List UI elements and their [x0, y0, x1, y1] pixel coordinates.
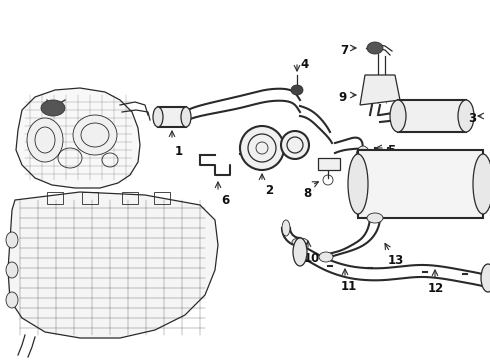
Ellipse shape — [153, 107, 163, 127]
Ellipse shape — [41, 100, 65, 116]
Ellipse shape — [6, 232, 18, 248]
Text: 4: 4 — [300, 58, 308, 71]
Ellipse shape — [292, 238, 308, 246]
Text: 6: 6 — [221, 194, 229, 207]
Bar — [358, 150, 483, 218]
Ellipse shape — [481, 264, 490, 292]
Ellipse shape — [282, 220, 290, 236]
Text: 5: 5 — [387, 144, 395, 157]
Ellipse shape — [73, 115, 117, 155]
Ellipse shape — [6, 262, 18, 278]
Ellipse shape — [348, 154, 368, 214]
Bar — [154, 192, 170, 204]
Ellipse shape — [291, 85, 303, 95]
Bar — [318, 158, 340, 170]
Ellipse shape — [281, 131, 309, 159]
Ellipse shape — [458, 100, 474, 132]
Text: 13: 13 — [388, 254, 404, 267]
Ellipse shape — [181, 107, 191, 127]
Ellipse shape — [319, 252, 333, 262]
Text: 11: 11 — [341, 280, 357, 293]
Ellipse shape — [6, 292, 18, 308]
Ellipse shape — [473, 154, 490, 214]
Ellipse shape — [390, 100, 406, 132]
Bar — [158, 107, 186, 127]
Bar — [47, 192, 63, 204]
Bar — [398, 100, 466, 132]
Text: 2: 2 — [265, 184, 273, 197]
Polygon shape — [16, 88, 140, 188]
Bar — [82, 192, 98, 204]
Ellipse shape — [27, 118, 63, 162]
Text: 9: 9 — [338, 91, 346, 104]
Ellipse shape — [356, 146, 370, 166]
Text: 7: 7 — [340, 44, 348, 57]
Text: 8: 8 — [303, 187, 311, 200]
Polygon shape — [360, 75, 400, 105]
Polygon shape — [8, 192, 218, 338]
Ellipse shape — [367, 213, 383, 223]
Text: 12: 12 — [428, 282, 444, 295]
Ellipse shape — [293, 238, 307, 266]
Text: 1: 1 — [175, 145, 183, 158]
Text: 3: 3 — [468, 112, 476, 125]
Bar — [122, 192, 138, 204]
Ellipse shape — [367, 42, 383, 54]
Ellipse shape — [240, 126, 284, 170]
Text: 10: 10 — [304, 252, 320, 265]
